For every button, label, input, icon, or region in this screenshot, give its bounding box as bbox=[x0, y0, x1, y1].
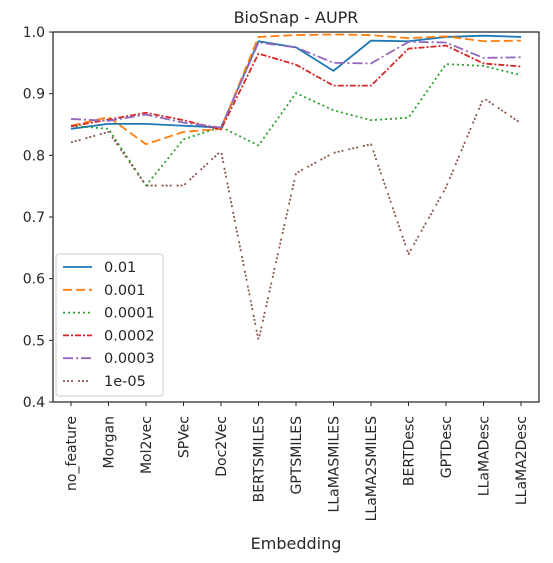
legend-label: 0.01 bbox=[104, 260, 136, 276]
y-tick-label: 1.0 bbox=[23, 25, 45, 41]
legend: 0.01 0.001 0.0001 0.0002 0.0003 1e-05 bbox=[55, 253, 164, 397]
x-tick-label: LLaMADesc bbox=[477, 416, 493, 496]
x-tick-label: LLaMASMILES bbox=[327, 416, 343, 513]
x-tick-label: LLaMA2Desc bbox=[514, 416, 530, 505]
series-line-3 bbox=[70, 44, 522, 131]
x-tick-label: Mol2vec bbox=[139, 416, 155, 474]
legend-label: 0.0001 bbox=[104, 306, 155, 322]
legend-label: 1e-05 bbox=[104, 374, 146, 390]
x-tick-label: BERTDesc bbox=[402, 416, 418, 486]
x-tick-label: SPVec bbox=[177, 416, 193, 458]
x-tick-label: GPTSMILES bbox=[289, 416, 305, 495]
x-tick-label: GPTDesc bbox=[439, 416, 455, 478]
series-layer bbox=[70, 33, 522, 342]
y-axis: 0.4 0.5 0.6 0.7 0.8 0.9 1.0 bbox=[23, 25, 53, 411]
x-tick-label: BERTSMILES bbox=[252, 416, 268, 502]
series-line-4 bbox=[70, 40, 522, 129]
y-tick-label: 0.9 bbox=[23, 87, 45, 103]
series-line-1 bbox=[70, 33, 522, 146]
x-axis-label: Embedding bbox=[251, 534, 342, 553]
y-tick-label: 0.5 bbox=[23, 333, 45, 349]
y-tick-label: 0.7 bbox=[23, 210, 45, 226]
x-tick-label: LLaMA2SMILES bbox=[364, 416, 380, 521]
x-tick-label: Doc2Vec bbox=[214, 416, 230, 477]
y-tick-label: 0.6 bbox=[23, 272, 45, 288]
y-tick-label: 0.4 bbox=[23, 395, 45, 411]
x-tick-label: Morgan bbox=[102, 416, 118, 469]
legend-label: 0.0003 bbox=[104, 351, 155, 367]
series-line-5 bbox=[70, 97, 522, 342]
chart-title: BioSnap - AUPR bbox=[234, 8, 359, 27]
y-tick-label: 0.8 bbox=[23, 148, 45, 164]
legend-label: 0.0002 bbox=[104, 328, 155, 344]
x-tick-label: no_feature bbox=[64, 416, 80, 491]
legend-label: 0.001 bbox=[104, 283, 146, 299]
x-axis: no_feature Morgan Mol2vec SPVec Doc2Vec BERTS… bbox=[64, 402, 530, 521]
series-line-2 bbox=[70, 63, 522, 187]
